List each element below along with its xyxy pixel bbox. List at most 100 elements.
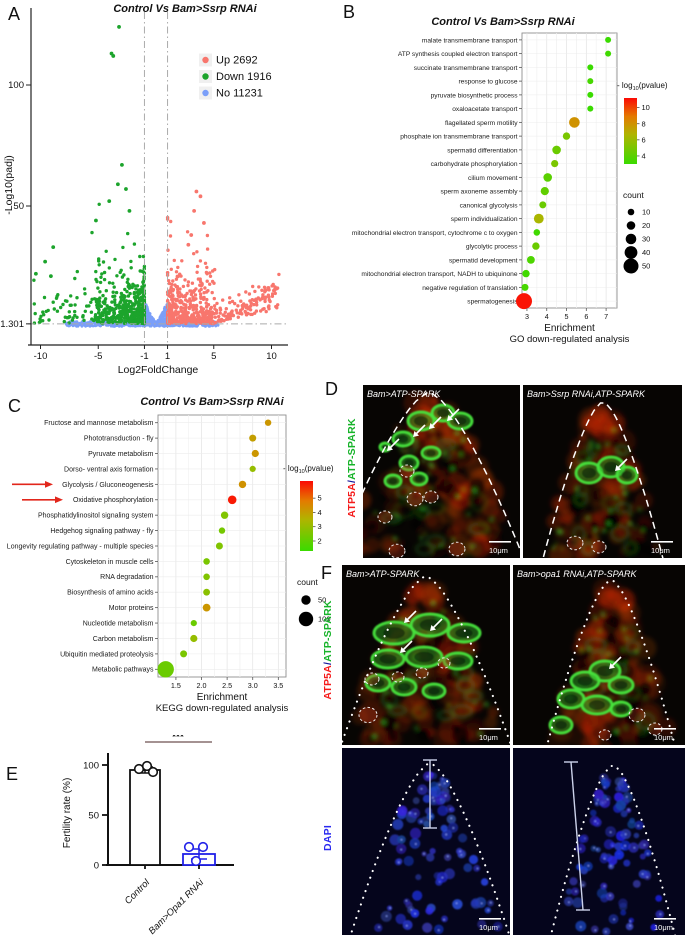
x-category-label: Bam>Opa1 RNAi: [147, 877, 207, 937]
count-legend-value: 20: [642, 221, 650, 230]
green-germ-cells: [574, 455, 639, 485]
dashed-cell-outline: [628, 707, 646, 723]
kegg-plot: Fructose and mannose metabolism Phototran…: [7, 414, 334, 714]
count-legend-value: 100: [318, 615, 331, 624]
side-label-part: ATP-SPARK: [346, 418, 358, 480]
significance-stars: ***: [172, 735, 184, 743]
dot: [180, 650, 188, 658]
x-tick-label: 5: [565, 312, 569, 321]
category-label: glycolytic process: [466, 244, 518, 251]
x-tick-label: -1: [140, 351, 148, 362]
panel-a-volcano-plot: 100 50 1.301 -10 -5 -1 1 5 10 Log2FoldChange -Log1…: [0, 8, 288, 376]
category-label: Carbon metabolism: [93, 636, 154, 643]
colorbar-tick: 3: [318, 522, 322, 531]
panel-b-letter: B: [343, 2, 356, 22]
dashed-cell-outline: [423, 490, 439, 504]
category-label: spermatid differentiation: [447, 147, 518, 154]
y-axis-label: Fertility rate (%): [62, 778, 73, 849]
panel-c-letter: C: [8, 396, 22, 416]
dot: [562, 132, 571, 140]
count-legend-value: 10: [642, 208, 650, 217]
x-tick-label: 7: [604, 312, 608, 321]
volcano-legend: Up 2692 Down 1916 No 11231: [199, 53, 272, 100]
x-tick-label: 1: [165, 351, 170, 362]
scale-bar: [654, 918, 676, 920]
category-label: sperm axoneme assembly: [441, 189, 519, 196]
count-legend-value: 40: [642, 248, 650, 257]
dot: [238, 480, 247, 489]
dashed-cell-outline: [399, 464, 415, 478]
y-axis-label: -Log10(padj): [3, 155, 15, 215]
dot: [249, 434, 257, 442]
measurement-line: [564, 761, 590, 911]
green-germ-cells: [364, 612, 482, 700]
side-label-part: ATP-SPARK: [322, 600, 334, 662]
dot: [540, 187, 549, 196]
dot: [605, 36, 612, 43]
dashed-cell-outline: [364, 672, 380, 686]
x-tick-label: 3.0: [248, 681, 258, 690]
dot: [251, 449, 259, 458]
scale-bar-label: 10μm: [654, 733, 673, 742]
micrograph-d-right: 10μm Bam>Ssrp RNAi,ATP-SPARK: [523, 385, 682, 558]
panel-d-micrographs: 10μm Bam>ATP-SPARK 10μm Bam>Ssrp RNAi,ATP-S…: [363, 385, 682, 558]
panel-f-letter: F: [321, 563, 333, 583]
dot: [569, 117, 580, 128]
category-label: response to glucose: [458, 79, 517, 86]
micrograph-d-left: 10μm Bam>ATP-SPARK: [363, 385, 520, 558]
x-axis-label: Enrichment: [544, 323, 595, 334]
x-tick-label: -10: [34, 351, 48, 362]
category-label: Cytoskeleton in muscle cells: [66, 559, 154, 566]
category-label: cilium movement: [468, 175, 518, 182]
micrograph-f-right: 10μm Bam>opa1 RNAi,ATP-SPARK: [513, 565, 685, 745]
green-germ-cells: [378, 403, 474, 489]
category-label: Phototransduction - fly: [84, 436, 154, 443]
y-tick-label: 50: [88, 810, 99, 821]
category-label: spermatogenesis: [467, 299, 518, 306]
panel-a-letter: A: [8, 4, 21, 24]
side-label-part: ATP5A: [322, 664, 334, 700]
white-arrows: [387, 408, 460, 451]
dot: [203, 573, 210, 581]
dot: [533, 213, 544, 224]
category-label: RNA degradation: [100, 574, 153, 581]
side-label-part: /: [346, 479, 358, 483]
category-label: carbohydrate phosphorylation: [431, 161, 518, 168]
count-legend-title: count: [297, 577, 318, 587]
count-legend-title: count: [623, 190, 644, 200]
measurement-line: [423, 759, 437, 829]
dot: [227, 495, 237, 505]
dot: [218, 527, 226, 534]
dashed-cell-outline: [415, 667, 429, 679]
category-label: malate transmembrane transport: [422, 37, 518, 44]
y-tick-label: 100: [8, 80, 24, 91]
x-tick-label: 2.0: [197, 681, 207, 690]
x-tick-label: 10: [266, 351, 277, 362]
tissue-outline: [342, 575, 510, 745]
bar-control: [129, 769, 161, 866]
volcano-points-up: [165, 189, 281, 326]
legend-label: Down 1916: [216, 71, 272, 83]
pvalue-legend-title: - log10(pvalue): [617, 81, 668, 92]
micrograph-title: Bam>opa1 RNAi,ATP-SPARK: [517, 569, 637, 579]
dot: [190, 620, 197, 627]
category-label: pyruvate biosynthetic process: [431, 92, 519, 99]
dot: [587, 78, 594, 85]
data-point: [147, 766, 159, 778]
category-label: Phosphatidylinositol signaling system: [38, 513, 154, 520]
x-axis-label: Log2FoldChange: [118, 364, 199, 376]
scale-bar-label: 10μm: [479, 923, 498, 932]
scale-bar-label: 10μm: [651, 546, 670, 555]
x-tick-label: 2.5: [222, 681, 232, 690]
micrograph-title: Bam>ATP-SPARK: [346, 569, 420, 579]
pvalue-colorbar: [300, 481, 313, 551]
y-tick-label: 100: [83, 760, 99, 771]
dot: [543, 173, 552, 182]
dot: [202, 603, 211, 612]
category-label: Longevity regulating pathway - multiple …: [7, 543, 154, 550]
colorbar-tick: 4: [318, 508, 322, 517]
category-label: Oxidative phosphorylation: [73, 497, 154, 504]
scale-bar-label: 10μm: [489, 546, 508, 555]
panel-c-kegg-dotplot: Fructose and mannose metabolism Phototran…: [7, 414, 334, 714]
